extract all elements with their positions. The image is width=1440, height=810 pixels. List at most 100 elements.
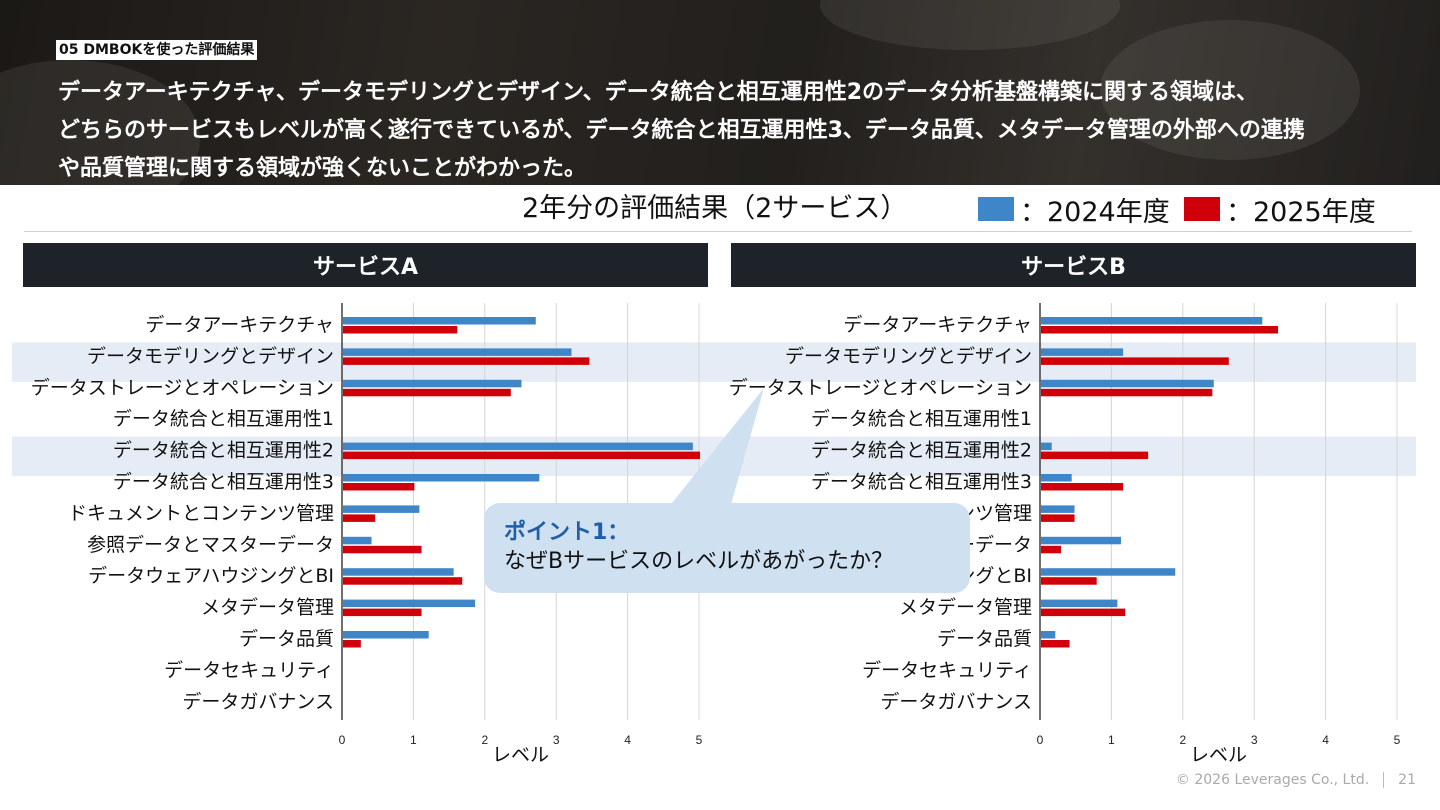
- category-label: データアーキテクチャ: [843, 314, 1032, 336]
- legend-item-2025: ：2025年度: [1184, 190, 1376, 228]
- bar-2025年度: [1041, 326, 1279, 334]
- bar-2024年度: [343, 442, 693, 451]
- bar-2024年度: [343, 317, 536, 325]
- bar-2025年度: [343, 357, 590, 365]
- bar-2024年度: [343, 568, 454, 576]
- copyright: © 2026 Leverages Co., Ltd.: [1175, 772, 1370, 788]
- panel-title-service-b: サービスB: [731, 243, 1416, 287]
- legend-swatch: [978, 197, 1014, 221]
- x-tick-label: 1: [410, 733, 417, 747]
- bar-2025年度: [1041, 357, 1229, 365]
- bar-charts: データアーキテクチャデータモデリングとデザインデータストレージとオペレーションデ…: [12, 303, 1416, 766]
- x-tick-label: 3: [1251, 733, 1258, 747]
- category-label: ドキュメントとコンテンツ管理: [68, 502, 334, 524]
- x-axis-label: レベル: [492, 744, 549, 766]
- bar-2025年度: [1041, 388, 1213, 397]
- category-label: データ品質: [239, 628, 334, 650]
- category-label: データストレージとオペレーション: [729, 377, 1032, 399]
- x-tick-label: 4: [624, 733, 631, 747]
- bar-2025年度: [343, 608, 422, 617]
- category-label: データモデリングとデザイン: [785, 345, 1032, 367]
- category-label: データガバナンス: [880, 691, 1032, 713]
- category-label: データストレージとオペレーション: [31, 377, 334, 399]
- bar-2025年度: [343, 640, 361, 648]
- category-label: メタデータ管理: [899, 597, 1032, 619]
- bar-2024年度: [1041, 568, 1176, 576]
- bar-2025年度: [343, 388, 511, 397]
- bar-2024年度: [343, 348, 572, 356]
- bar-2024年度: [343, 536, 372, 545]
- x-tick-label: 2: [481, 733, 488, 747]
- category-label: データ統合と相互運用性3: [811, 471, 1032, 493]
- category-label: データ統合と相互運用性3: [113, 471, 334, 493]
- bar-2025年度: [1041, 545, 1061, 554]
- headline-line: や品質管理に関する領域が強くないことがわかった。: [58, 156, 587, 181]
- x-tick-label: 4: [1322, 733, 1329, 747]
- category-label: メタデータ管理: [201, 597, 334, 619]
- bar-2024年度: [343, 474, 540, 482]
- category-label: データセキュリティ: [862, 659, 1032, 681]
- x-tick-label: 5: [696, 733, 703, 747]
- category-label: データガバナンス: [182, 691, 334, 713]
- bar-2025年度: [343, 326, 458, 334]
- footer-separator: [1383, 772, 1385, 788]
- category-label: データ品質: [937, 628, 1032, 650]
- bar-2024年度: [1041, 631, 1056, 639]
- callout-point-1: ポイント1： なぜBサービスのレベルがあがったか？: [484, 503, 970, 593]
- bar-2025年度: [343, 514, 376, 522]
- category-label: データウェアハウジングとBI: [88, 565, 334, 587]
- bar-2025年度: [1041, 514, 1075, 522]
- x-tick-label: 1: [1108, 733, 1115, 747]
- category-label: 参照データとマスターデータ: [87, 534, 334, 556]
- panel-title-service-a: サービスA: [23, 243, 708, 287]
- x-tick-label: 0: [339, 733, 346, 747]
- category-label: データアーキテクチャ: [145, 314, 334, 336]
- bar-2025年度: [1041, 640, 1070, 648]
- bar-2024年度: [343, 631, 429, 639]
- x-tick-label: 5: [1394, 733, 1401, 747]
- bar-2024年度: [1041, 442, 1052, 451]
- x-tick-label: 2: [1179, 733, 1186, 747]
- bar-2024年度: [1041, 379, 1214, 388]
- bar-2025年度: [1041, 608, 1126, 617]
- bar-2025年度: [1041, 483, 1124, 491]
- legend-item-2024: ：2024年度: [978, 190, 1170, 228]
- bar-2025年度: [343, 577, 463, 585]
- legend-swatch: [1184, 197, 1220, 221]
- bar-2024年度: [1041, 474, 1072, 482]
- headline-line: どちらのサービスもレベルが高く遂行できているが、データ統合と相互運用性3、データ…: [58, 118, 1305, 143]
- hero-banner: 05 DMBOKを使った評価結果 データアーキテクチャ、データモデリングとデザイ…: [0, 0, 1440, 185]
- background-photo-decoration: [1100, 20, 1360, 160]
- bar-2024年度: [343, 599, 476, 608]
- headline-line: データアーキテクチャ、データモデリングとデザイン、データ統合と相互運用性2のデー…: [58, 80, 1259, 105]
- category-label: データ統合と相互運用性2: [113, 440, 334, 462]
- bar-2024年度: [1041, 599, 1118, 608]
- category-label: データセキュリティ: [164, 659, 334, 681]
- x-axis-label: レベル: [1190, 744, 1247, 766]
- category-label: データモデリングとデザイン: [87, 345, 334, 367]
- legend-label: ：2024年度: [1020, 196, 1170, 228]
- chart-subtitle: 2年分の評価結果（2サービス）: [522, 193, 908, 224]
- divider: [24, 231, 1412, 232]
- section-tag: 05 DMBOKを使った評価結果: [56, 40, 258, 60]
- bar-2025年度: [1041, 577, 1097, 585]
- bar-2024年度: [1041, 348, 1124, 356]
- category-label: データ統合と相互運用性1: [811, 408, 1032, 430]
- bar-2024年度: [1041, 317, 1263, 325]
- x-tick-label: 3: [553, 733, 560, 747]
- bar-2025年度: [343, 451, 700, 460]
- legend-label: ：2025年度: [1226, 196, 1376, 228]
- page-number: 21: [1398, 772, 1416, 788]
- headline: データアーキテクチャ、データモデリングとデザイン、データ統合と相互運用性2のデー…: [58, 74, 1428, 185]
- bar-2025年度: [1041, 451, 1149, 460]
- footer: © 2026 Leverages Co., Ltd. 21: [1176, 772, 1416, 788]
- hero-overlay: [0, 0, 1440, 185]
- bar-2024年度: [343, 379, 522, 388]
- callout-body: なぜBサービスのレベルがあがったか？: [504, 549, 894, 574]
- category-label: データ統合と相互運用性2: [811, 440, 1032, 462]
- bar-2024年度: [1041, 536, 1121, 545]
- bar-2024年度: [343, 505, 420, 513]
- bar-2024年度: [1041, 505, 1075, 513]
- category-label: データ統合と相互運用性1: [113, 408, 334, 430]
- x-tick-label: 0: [1037, 733, 1044, 747]
